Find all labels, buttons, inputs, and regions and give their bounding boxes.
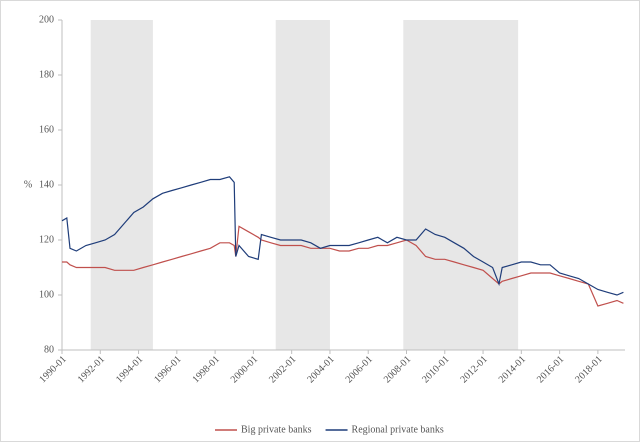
shaded-period [90, 20, 153, 350]
y-tick-label: 100 [39, 289, 54, 300]
y-tick-label: 200 [39, 14, 54, 25]
legend-label: Regional private banks [352, 424, 444, 435]
line [62, 225, 624, 307]
y-tick-label: 120 [39, 234, 54, 245]
y-tick-label: 140 [39, 179, 54, 190]
legend-label: Big private banks [241, 424, 312, 435]
shaded-period [275, 20, 330, 350]
y-tick-label: 80 [44, 344, 54, 355]
y-tick-label: 160 [39, 124, 54, 135]
y-tick-label: 180 [39, 69, 54, 80]
y-axis-label: % [24, 179, 32, 190]
line [61, 176, 624, 296]
shaded-period [403, 20, 519, 350]
